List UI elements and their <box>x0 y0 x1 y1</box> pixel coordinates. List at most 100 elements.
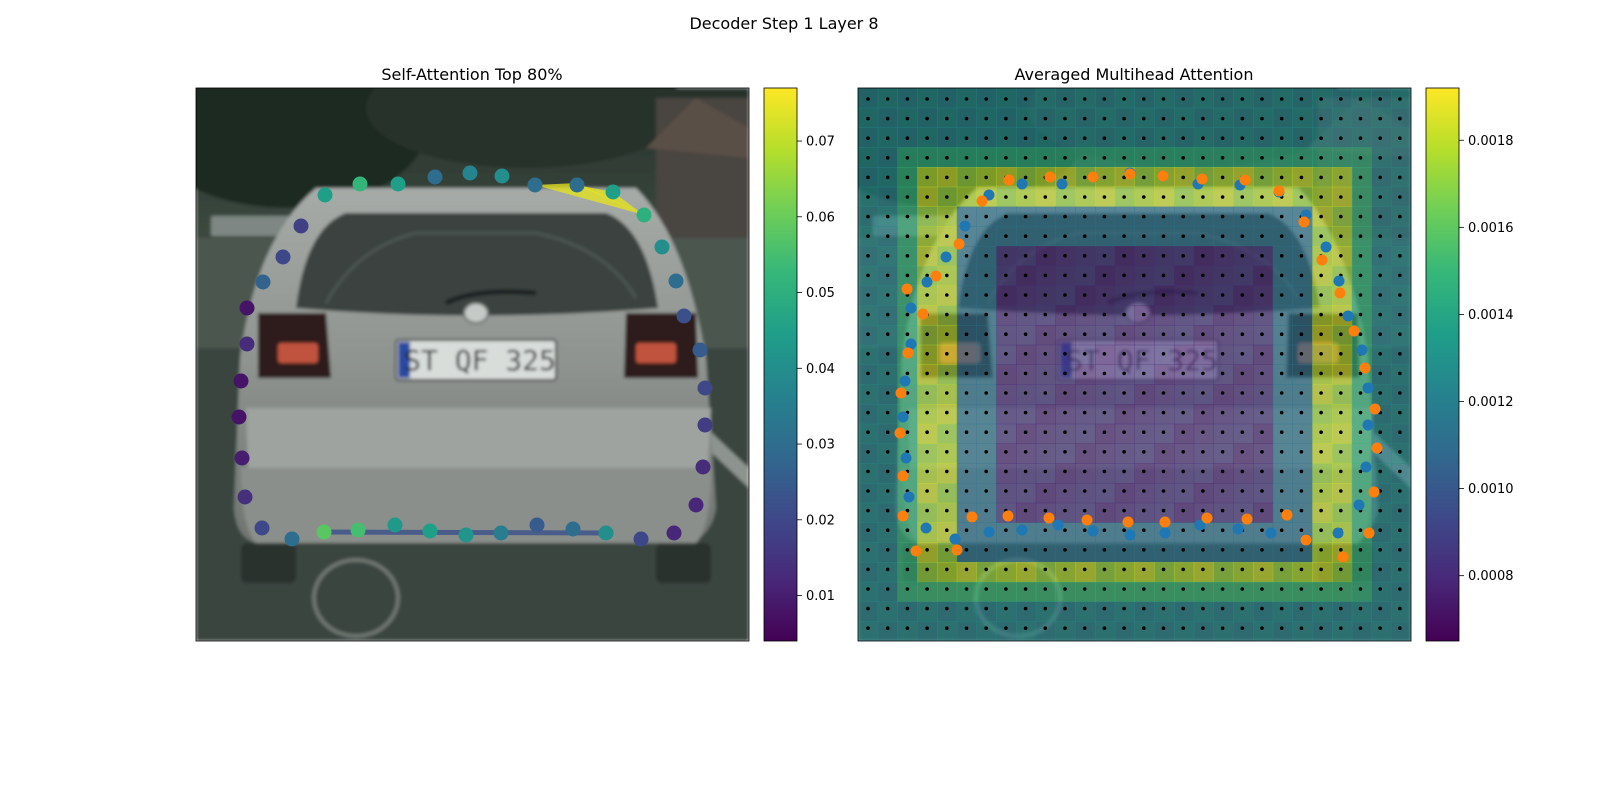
heatmap-cell <box>858 502 879 523</box>
grid-dot <box>1220 567 1225 572</box>
heatmap-cell <box>1213 562 1234 583</box>
grid-dot <box>1358 116 1363 121</box>
heatmap-cell <box>1351 621 1372 641</box>
grid-dot <box>1063 312 1067 317</box>
grid-dot <box>905 312 910 317</box>
heatmap-cell <box>1391 621 1411 641</box>
grid-dot <box>1023 469 1028 474</box>
heatmap-cell <box>1371 364 1392 385</box>
grid-dot <box>1358 254 1363 258</box>
grid-dot <box>1181 254 1185 258</box>
grid-dot <box>1299 567 1304 572</box>
grid-dot <box>1358 606 1363 611</box>
grid-dot <box>1279 489 1284 493</box>
attention-point <box>239 300 255 316</box>
grid-dot <box>1181 273 1185 278</box>
grid-dot <box>1023 410 1028 415</box>
heatmap-cell <box>1253 443 1274 464</box>
grid-dot <box>1299 430 1304 435</box>
left-panel: Self-Attention Top 80% 0.010.020.030.040… <box>195 65 835 642</box>
grid-dot <box>964 293 969 297</box>
heatmap-cell <box>1114 581 1135 602</box>
grid-dot <box>1023 371 1028 376</box>
grid-dot <box>1161 548 1166 552</box>
grid-dot <box>925 175 929 180</box>
grid-dot <box>1082 97 1087 101</box>
grid-dot <box>1299 391 1304 395</box>
grid-dot <box>1398 450 1402 454</box>
attention-point <box>676 308 692 324</box>
grid-dot <box>1378 293 1382 297</box>
grid-dot <box>1240 567 1245 572</box>
grid-dot <box>964 195 969 199</box>
grid-dot <box>1358 175 1363 180</box>
grid-dot <box>1181 469 1185 474</box>
grid-dot <box>1023 273 1028 278</box>
grid-dot <box>1339 136 1343 140</box>
heatmap-cell <box>1193 562 1214 583</box>
grid-dot <box>1082 528 1087 532</box>
blue-points <box>897 167 1374 545</box>
grid-dot <box>885 371 890 376</box>
grid-dot <box>1043 489 1048 493</box>
grid-dot <box>1122 567 1126 572</box>
grid-dot <box>1102 489 1107 493</box>
grid-dot <box>1299 254 1304 258</box>
grid-dot <box>1142 273 1146 278</box>
heatmap-cell <box>1391 344 1411 365</box>
grid-dot <box>945 391 949 395</box>
grid-dot <box>1023 254 1028 258</box>
heatmap-cell <box>1134 581 1155 602</box>
blue-point <box>940 251 952 263</box>
grid-dot <box>1220 195 1225 199</box>
grid-dot <box>1082 136 1087 140</box>
heatmap-cell <box>1035 443 1056 464</box>
heatmap-cell <box>1292 404 1313 425</box>
heatmap-cell <box>1391 601 1411 622</box>
grid-dot <box>945 626 949 630</box>
grid-dot <box>1043 312 1048 317</box>
heatmap-cell <box>1016 463 1037 484</box>
attention-point <box>255 274 271 290</box>
blue-point <box>983 526 995 538</box>
grid-dot <box>925 606 929 611</box>
grid-dot <box>1102 528 1107 532</box>
grid-dot <box>1082 430 1087 435</box>
grid-dot <box>1102 254 1107 258</box>
grid-dot <box>1260 273 1264 278</box>
heatmap-cell <box>1213 601 1234 622</box>
colorbar-tick-label: 0.0012 <box>1468 395 1514 410</box>
grid-dot <box>1339 214 1343 219</box>
grid-dot <box>1339 175 1343 180</box>
heatmap-cell <box>1312 502 1333 523</box>
grid-dot <box>1142 116 1146 121</box>
heatmap-cell <box>897 562 918 583</box>
attention-point <box>462 165 478 181</box>
grid-dot <box>964 136 969 140</box>
grid-dot <box>1102 508 1107 513</box>
grid-dot <box>1102 469 1107 474</box>
heatmap-cell <box>1391 522 1411 543</box>
grid-dot <box>1161 214 1166 219</box>
grid-dot <box>885 626 890 630</box>
heatmap-cell <box>996 581 1017 602</box>
grid-dot <box>1378 352 1382 356</box>
grid-dot <box>1043 156 1048 160</box>
grid-dot <box>984 136 988 140</box>
grid-dot <box>1299 332 1304 337</box>
grid-dot <box>1220 508 1225 513</box>
heatmap-cell <box>1391 483 1411 504</box>
grid-dot <box>1043 234 1048 238</box>
grid-dot <box>1181 489 1185 493</box>
grid-dot <box>984 234 988 238</box>
heatmap-cell <box>1351 542 1372 563</box>
colorbar-tick-label: 0.04 <box>806 362 835 377</box>
grid-dot <box>984 214 988 219</box>
grid-dot <box>964 273 969 278</box>
grid-dot <box>1004 116 1008 121</box>
heatmap-cell <box>1351 581 1372 602</box>
heatmap-cell <box>1292 423 1313 444</box>
grid-dot <box>1339 587 1343 591</box>
attention-point <box>668 273 684 289</box>
grid-dot <box>1043 430 1048 435</box>
